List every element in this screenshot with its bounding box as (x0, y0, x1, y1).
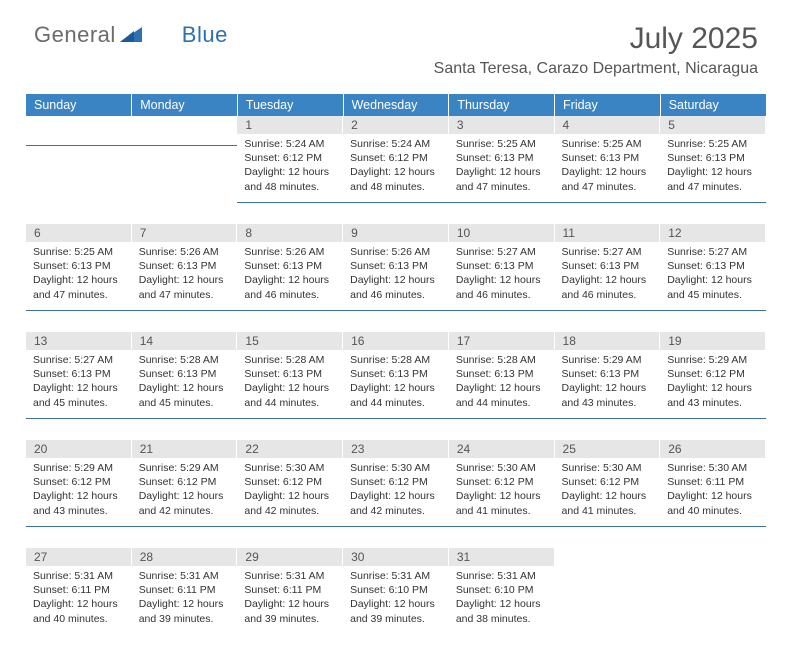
day-cell: Sunrise: 5:31 AMSunset: 6:11 PMDaylight:… (237, 566, 343, 634)
day-cell: Sunrise: 5:30 AMSunset: 6:12 PMDaylight:… (343, 458, 449, 527)
day-cell: Sunrise: 5:30 AMSunset: 6:11 PMDaylight:… (660, 458, 766, 527)
day-number (26, 116, 132, 134)
day-number: 18 (555, 332, 661, 350)
day-cell: Sunrise: 5:26 AMSunset: 6:13 PMDaylight:… (237, 242, 343, 311)
brand-part1: General (34, 22, 116, 48)
content-row: Sunrise: 5:27 AMSunset: 6:13 PMDaylight:… (26, 350, 766, 440)
day-number: 12 (660, 224, 766, 242)
content-row: Sunrise: 5:31 AMSunset: 6:11 PMDaylight:… (26, 566, 766, 656)
day-cell: Sunrise: 5:29 AMSunset: 6:12 PMDaylight:… (660, 350, 766, 419)
day-number: 21 (132, 440, 238, 458)
weekday-header: Friday (555, 94, 661, 116)
content-row: Sunrise: 5:24 AMSunset: 6:12 PMDaylight:… (26, 134, 766, 224)
day-number: 30 (343, 548, 449, 566)
day-cell: Sunrise: 5:26 AMSunset: 6:13 PMDaylight:… (343, 242, 449, 311)
day-cell: Sunrise: 5:25 AMSunset: 6:13 PMDaylight:… (555, 134, 661, 203)
location-text: Santa Teresa, Carazo Department, Nicarag… (434, 60, 758, 78)
day-number: 8 (237, 224, 343, 242)
day-cell: Sunrise: 5:30 AMSunset: 6:12 PMDaylight:… (237, 458, 343, 527)
day-number (555, 548, 661, 566)
calendar-body: 12345Sunrise: 5:24 AMSunset: 6:12 PMDayl… (26, 116, 766, 656)
day-number: 6 (26, 224, 132, 242)
day-number: 2 (343, 116, 449, 134)
brand-logo: General Blue (34, 22, 228, 48)
day-cell: Sunrise: 5:29 AMSunset: 6:12 PMDaylight:… (26, 458, 132, 527)
day-number: 31 (449, 548, 555, 566)
logo-triangle-icon (120, 24, 142, 47)
day-cell: Sunrise: 5:31 AMSunset: 6:10 PMDaylight:… (449, 566, 555, 634)
day-cell: Sunrise: 5:28 AMSunset: 6:13 PMDaylight:… (237, 350, 343, 419)
day-cell (660, 566, 766, 577)
day-cell: Sunrise: 5:25 AMSunset: 6:13 PMDaylight:… (449, 134, 555, 203)
day-cell: Sunrise: 5:31 AMSunset: 6:10 PMDaylight:… (343, 566, 449, 634)
day-number: 20 (26, 440, 132, 458)
day-cell: Sunrise: 5:31 AMSunset: 6:11 PMDaylight:… (26, 566, 132, 634)
day-number: 16 (343, 332, 449, 350)
content-row: Sunrise: 5:29 AMSunset: 6:12 PMDaylight:… (26, 458, 766, 548)
day-number: 7 (132, 224, 238, 242)
day-number: 26 (660, 440, 766, 458)
day-cell (26, 134, 132, 146)
title-block: July 2025 Santa Teresa, Carazo Departmen… (434, 22, 758, 78)
day-cell (132, 134, 238, 146)
day-number: 19 (660, 332, 766, 350)
brand-part2: Blue (182, 22, 228, 48)
day-number: 9 (343, 224, 449, 242)
day-cell: Sunrise: 5:24 AMSunset: 6:12 PMDaylight:… (237, 134, 343, 203)
header: General Blue July 2025 Santa Teresa, Car… (0, 0, 792, 84)
weekday-header: Sunday (26, 94, 132, 116)
day-number (660, 548, 766, 566)
weekday-header-row: SundayMondayTuesdayWednesdayThursdayFrid… (26, 94, 766, 116)
day-number: 17 (449, 332, 555, 350)
day-cell: Sunrise: 5:29 AMSunset: 6:12 PMDaylight:… (132, 458, 238, 527)
day-number: 13 (26, 332, 132, 350)
day-cell: Sunrise: 5:30 AMSunset: 6:12 PMDaylight:… (449, 458, 555, 527)
daynum-row: 20212223242526 (26, 440, 766, 458)
day-number: 10 (449, 224, 555, 242)
day-number: 11 (555, 224, 661, 242)
day-number: 25 (555, 440, 661, 458)
day-cell: Sunrise: 5:24 AMSunset: 6:12 PMDaylight:… (343, 134, 449, 203)
day-number: 23 (343, 440, 449, 458)
day-number: 27 (26, 548, 132, 566)
day-number: 3 (449, 116, 555, 134)
day-number: 14 (132, 332, 238, 350)
day-cell: Sunrise: 5:28 AMSunset: 6:13 PMDaylight:… (132, 350, 238, 419)
daynum-row: 2728293031 (26, 548, 766, 566)
weekday-header: Wednesday (343, 94, 449, 116)
day-number: 5 (660, 116, 766, 134)
day-cell: Sunrise: 5:27 AMSunset: 6:13 PMDaylight:… (555, 242, 661, 311)
day-number: 1 (237, 116, 343, 134)
day-number: 22 (237, 440, 343, 458)
day-cell: Sunrise: 5:26 AMSunset: 6:13 PMDaylight:… (132, 242, 238, 311)
day-cell: Sunrise: 5:28 AMSunset: 6:13 PMDaylight:… (449, 350, 555, 419)
day-cell: Sunrise: 5:28 AMSunset: 6:13 PMDaylight:… (343, 350, 449, 419)
month-title: July 2025 (434, 22, 758, 56)
weekday-header: Monday (132, 94, 238, 116)
day-number: 24 (449, 440, 555, 458)
day-number: 29 (237, 548, 343, 566)
daynum-row: 13141516171819 (26, 332, 766, 350)
daynum-row: 6789101112 (26, 224, 766, 242)
day-number: 28 (132, 548, 238, 566)
day-cell: Sunrise: 5:29 AMSunset: 6:13 PMDaylight:… (555, 350, 661, 419)
weekday-header: Thursday (449, 94, 555, 116)
weekday-header: Saturday (660, 94, 766, 116)
day-cell: Sunrise: 5:25 AMSunset: 6:13 PMDaylight:… (660, 134, 766, 203)
day-number (132, 116, 238, 134)
day-cell: Sunrise: 5:27 AMSunset: 6:13 PMDaylight:… (449, 242, 555, 311)
content-row: Sunrise: 5:25 AMSunset: 6:13 PMDaylight:… (26, 242, 766, 332)
day-cell: Sunrise: 5:27 AMSunset: 6:13 PMDaylight:… (26, 350, 132, 419)
day-cell: Sunrise: 5:25 AMSunset: 6:13 PMDaylight:… (26, 242, 132, 311)
calendar-table: SundayMondayTuesdayWednesdayThursdayFrid… (26, 94, 766, 656)
day-number: 4 (555, 116, 661, 134)
day-cell: Sunrise: 5:31 AMSunset: 6:11 PMDaylight:… (132, 566, 238, 634)
day-number: 15 (237, 332, 343, 350)
day-cell: Sunrise: 5:30 AMSunset: 6:12 PMDaylight:… (555, 458, 661, 527)
day-cell (555, 566, 661, 577)
weekday-header: Tuesday (237, 94, 343, 116)
daynum-row: 12345 (26, 116, 766, 134)
day-cell: Sunrise: 5:27 AMSunset: 6:13 PMDaylight:… (660, 242, 766, 311)
